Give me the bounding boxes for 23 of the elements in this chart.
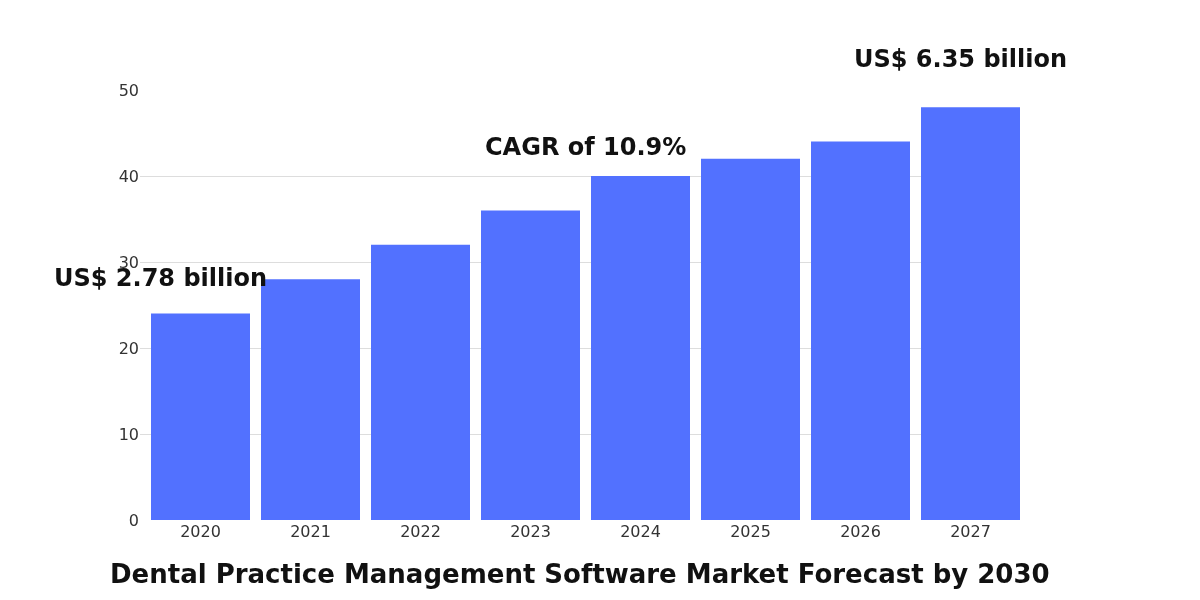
x-tick-label: 2023	[510, 522, 551, 541]
x-tick-label: 2024	[620, 522, 661, 541]
y-tick-label: 0	[128, 510, 139, 530]
x-tick-label: 2022	[400, 522, 441, 541]
y-tick-label: 50	[118, 80, 139, 100]
bar	[371, 244, 470, 520]
bar	[591, 176, 690, 520]
x-tick-label: 2025	[730, 522, 771, 541]
annotation: CAGR of 10.9%	[485, 133, 687, 161]
x-tick-label: 2020	[180, 522, 221, 541]
x-tick-label: 2027	[950, 522, 991, 541]
x-tick-label: 2026	[840, 522, 881, 541]
bar	[151, 313, 250, 520]
bar	[481, 210, 580, 520]
bar	[701, 158, 800, 520]
y-tick-label: 10	[118, 424, 139, 444]
bar	[811, 141, 910, 520]
y-tick-label: 40	[118, 166, 139, 186]
y-tick-label: 20	[118, 338, 139, 358]
annotation: US$ 6.35 billion	[854, 45, 1068, 73]
x-tick-label: 2021	[290, 522, 331, 541]
text: Dental Practice Management Software Market Forecast by 2030	[110, 559, 1050, 589]
bar	[921, 107, 1020, 520]
